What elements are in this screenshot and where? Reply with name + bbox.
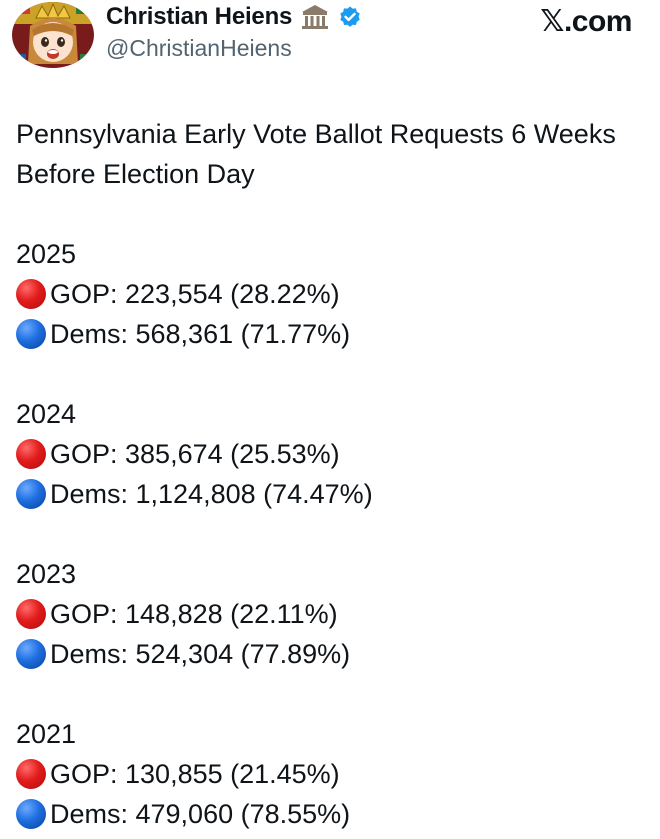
blue-circle-icon bbox=[16, 639, 46, 669]
dems-row: Dems: 1,124,808 (74.47%) bbox=[16, 474, 646, 514]
year-block-2023: 2023 GOP: 148,828 (22.11%) Dems: 524,304… bbox=[16, 554, 646, 674]
dems-stat: Dems: 479,060 (78.55%) bbox=[50, 799, 351, 829]
display-name[interactable]: Christian Heiens bbox=[106, 3, 293, 30]
gop-stat: GOP: 130,855 (21.45%) bbox=[50, 759, 340, 789]
dems-stat: Dems: 1,124,808 (74.47%) bbox=[50, 479, 373, 509]
year-block-2021: 2021 GOP: 130,855 (21.45%) Dems: 479,060… bbox=[16, 714, 646, 834]
red-circle-icon bbox=[16, 759, 46, 789]
anime-avatar-icon bbox=[12, 2, 94, 68]
year-label: 2024 bbox=[16, 399, 77, 429]
year-block-2024: 2024 GOP: 385,674 (25.53%) Dems: 1,124,8… bbox=[16, 394, 646, 514]
red-circle-icon bbox=[16, 279, 46, 309]
post-body: Pennsylvania Early Vote Ballot Requests … bbox=[16, 114, 646, 834]
blue-circle-icon bbox=[16, 799, 46, 829]
gop-row: GOP: 223,554 (28.22%) bbox=[16, 274, 646, 314]
dems-row: Dems: 479,060 (78.55%) bbox=[16, 794, 646, 834]
gop-stat: GOP: 223,554 (28.22%) bbox=[50, 279, 340, 309]
avatar[interactable] bbox=[12, 2, 94, 68]
red-circle-icon bbox=[16, 439, 46, 469]
site-watermark: 𝕏.com bbox=[540, 5, 632, 38]
blue-circle-icon bbox=[16, 479, 46, 509]
classical-building-icon bbox=[302, 5, 329, 29]
name-row: Christian Heiens bbox=[106, 2, 362, 32]
verified-badge-icon bbox=[340, 6, 360, 27]
year-label: 2023 bbox=[16, 559, 77, 589]
year-label: 2021 bbox=[16, 719, 77, 749]
gop-row: GOP: 130,855 (21.45%) bbox=[16, 754, 646, 794]
post-header: Christian Heiens @ChristianHeiens 𝕏.com bbox=[0, 0, 660, 80]
red-circle-icon bbox=[16, 599, 46, 629]
post-title: Pennsylvania Early Vote Ballot Requests … bbox=[16, 119, 616, 189]
user-handle[interactable]: @ChristianHeiens bbox=[106, 35, 292, 61]
dems-stat: Dems: 524,304 (77.89%) bbox=[50, 639, 351, 669]
gop-stat: GOP: 148,828 (22.11%) bbox=[50, 599, 338, 629]
dems-row: Dems: 568,361 (71.77%) bbox=[16, 314, 646, 354]
gop-row: GOP: 385,674 (25.53%) bbox=[16, 434, 646, 474]
dems-stat: Dems: 568,361 (71.77%) bbox=[50, 319, 351, 349]
gop-stat: GOP: 385,674 (25.53%) bbox=[50, 439, 340, 469]
gop-row: GOP: 148,828 (22.11%) bbox=[16, 594, 646, 634]
dems-row: Dems: 524,304 (77.89%) bbox=[16, 634, 646, 674]
blue-circle-icon bbox=[16, 319, 46, 349]
year-label: 2025 bbox=[16, 239, 77, 269]
year-block-2025: 2025 GOP: 223,554 (28.22%) Dems: 568,361… bbox=[16, 234, 646, 354]
